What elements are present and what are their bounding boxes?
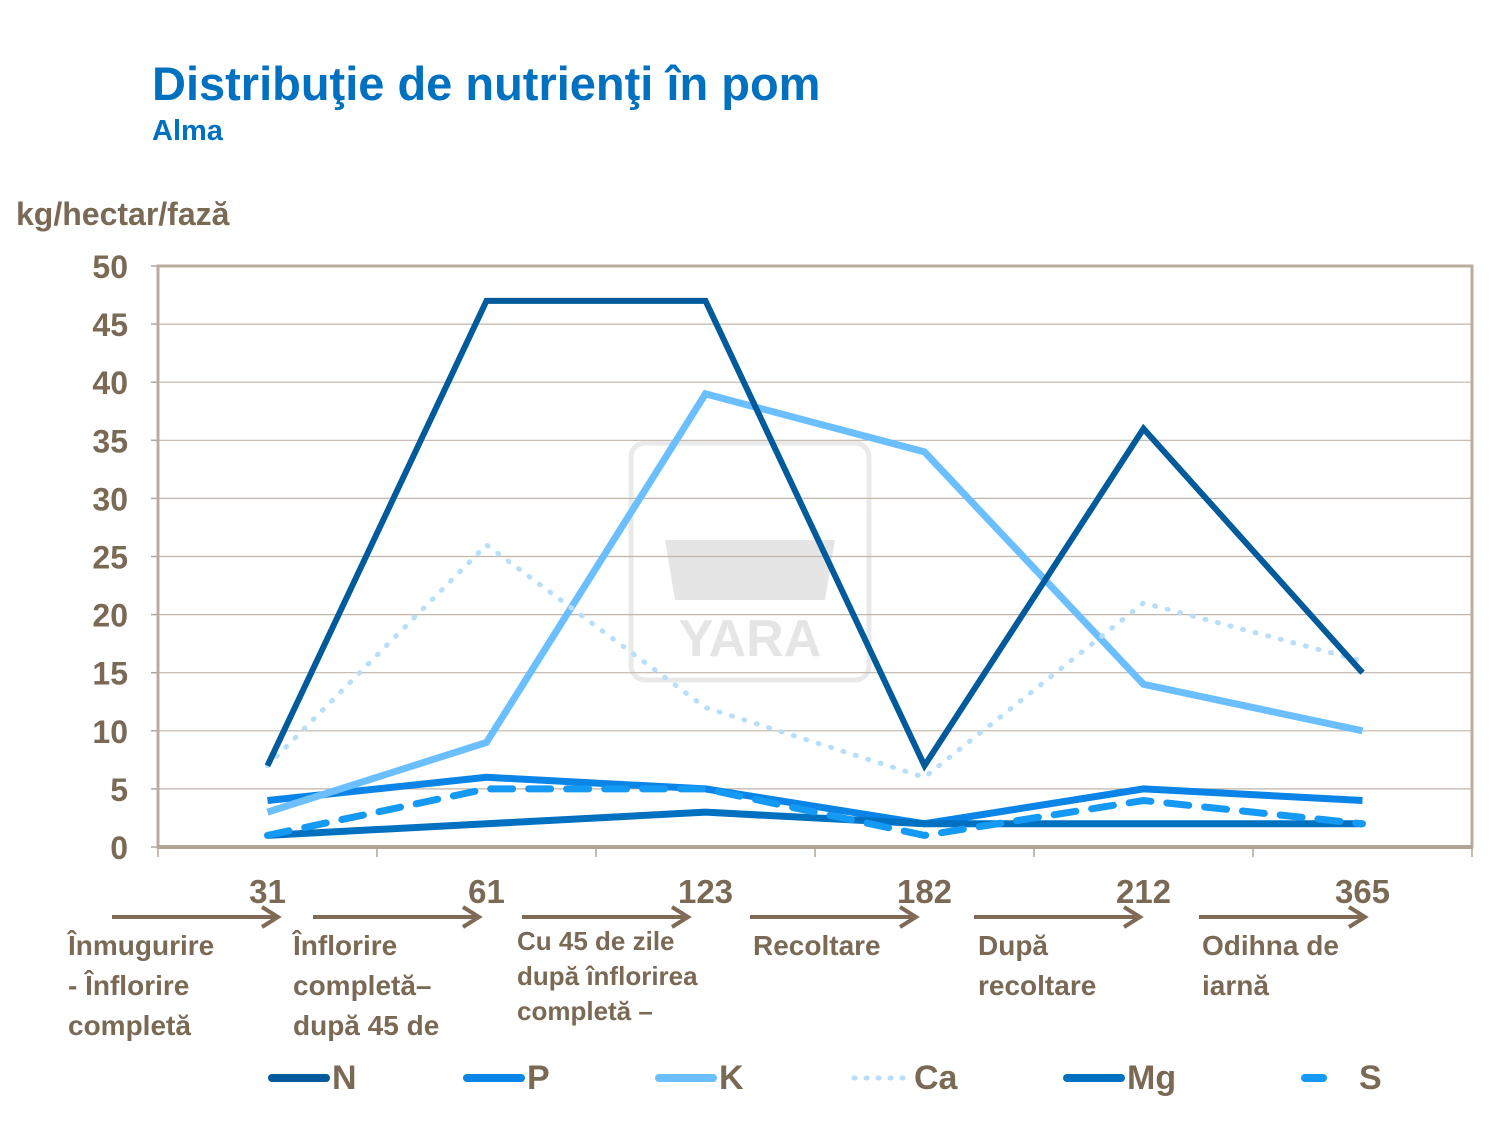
phase-label-line: iarnă <box>1202 970 1269 1001</box>
y-tick-label: 20 <box>92 598 128 634</box>
watermark-frame <box>628 440 872 683</box>
phase-arrowhead <box>1122 905 1144 929</box>
legend-item-mg: Mg <box>1063 1056 1176 1100</box>
legend-label: P <box>527 1058 550 1097</box>
x-tick-label: 61 <box>468 873 505 910</box>
legend-item-ca: Ca <box>850 1056 957 1100</box>
legend-label: Mg <box>1127 1058 1177 1097</box>
x-tick-label: 182 <box>897 873 952 910</box>
series-line-p <box>267 773 1363 828</box>
y-axis-label: kg/hectar/fază <box>16 196 230 232</box>
legend-item-n: N <box>268 1056 357 1100</box>
phase-label-line: Înmugurire <box>68 930 215 961</box>
phase-label-line: - Înflorire <box>68 970 190 1001</box>
phase-label-line: recoltare <box>978 970 1097 1001</box>
legend-swatch <box>1063 1074 1125 1082</box>
legend-item-s: S <box>1283 1056 1382 1100</box>
legend-swatch <box>268 1074 330 1082</box>
series-line-ca <box>265 541 1365 781</box>
y-tick-label: 45 <box>92 307 128 343</box>
phase-arrowhead <box>670 905 692 929</box>
legend-label: N <box>332 1058 357 1097</box>
phase-label: Înflorire completă– după 45 de <box>293 926 439 1046</box>
phase-label: Recoltare <box>753 926 881 966</box>
y-tick-label: 50 <box>92 249 128 285</box>
phase-arrowhead <box>1347 905 1369 929</box>
legend-label: Ca <box>914 1058 958 1097</box>
watermark-text: YARA <box>679 610 822 668</box>
phase-arrowhead <box>260 905 282 929</box>
y-tick-label: 5 <box>110 772 128 808</box>
series-line-k <box>266 389 1364 816</box>
y-tick-label: 10 <box>92 714 128 750</box>
x-tick-label: 365 <box>1335 873 1390 910</box>
legend-item-k: K <box>655 1056 744 1100</box>
y-tick-label: 40 <box>92 365 128 401</box>
y-tick-label: 30 <box>92 481 128 517</box>
phase-label-line: completă– <box>293 970 432 1001</box>
legend-label: K <box>719 1058 744 1097</box>
legend-swatch <box>851 1075 911 1081</box>
x-tick-label: 212 <box>1116 873 1171 910</box>
y-tick-label: 0 <box>110 830 128 866</box>
y-tick-label: 25 <box>92 540 128 576</box>
phase-arrowhead <box>898 905 920 929</box>
series-line-s <box>264 785 1366 839</box>
y-tick-label: 35 <box>92 423 128 459</box>
phase-label-line: Recoltare <box>753 930 881 961</box>
yara-watermark: YARA <box>628 440 872 683</box>
series-line-n <box>264 297 1365 772</box>
phase-label-line: după 45 de <box>293 1010 440 1041</box>
legend-label: S <box>1359 1058 1382 1097</box>
watermark-ship <box>665 540 835 600</box>
phase-label-line: după înflorirea <box>517 961 698 991</box>
legend-item-p: P <box>463 1056 550 1100</box>
phase-label-line: Înflorire <box>293 930 398 961</box>
phase-label: După recoltare <box>978 926 1096 1006</box>
legend-swatch <box>1301 1074 1327 1082</box>
y-tick-label: 15 <box>92 656 128 692</box>
legend-swatch <box>463 1074 525 1082</box>
x-tick-label: 123 <box>678 873 733 910</box>
x-tick-label: 31 <box>249 873 286 910</box>
phase-arrowhead <box>461 905 483 929</box>
phase-label: Cu 45 de zile după înflorirea completă – <box>517 924 698 1029</box>
phase-label-line: Cu 45 de zile <box>517 926 675 956</box>
legend-swatch <box>655 1074 717 1082</box>
phase-label-line: După <box>978 930 1048 961</box>
chart-title: Distribuţie de nutrienţi în pom <box>152 57 821 110</box>
phase-label-line: completă <box>68 1010 191 1041</box>
phase-label: Odihna de iarnă <box>1202 926 1339 1006</box>
phase-label-line: completă – <box>517 996 653 1026</box>
phase-label-line: Odihna de <box>1202 930 1339 961</box>
phase-label: Înmugurire - Înflorire completă <box>68 926 214 1046</box>
series-line-mg <box>267 808 1363 839</box>
chart-subtitle: Alma <box>152 115 223 147</box>
